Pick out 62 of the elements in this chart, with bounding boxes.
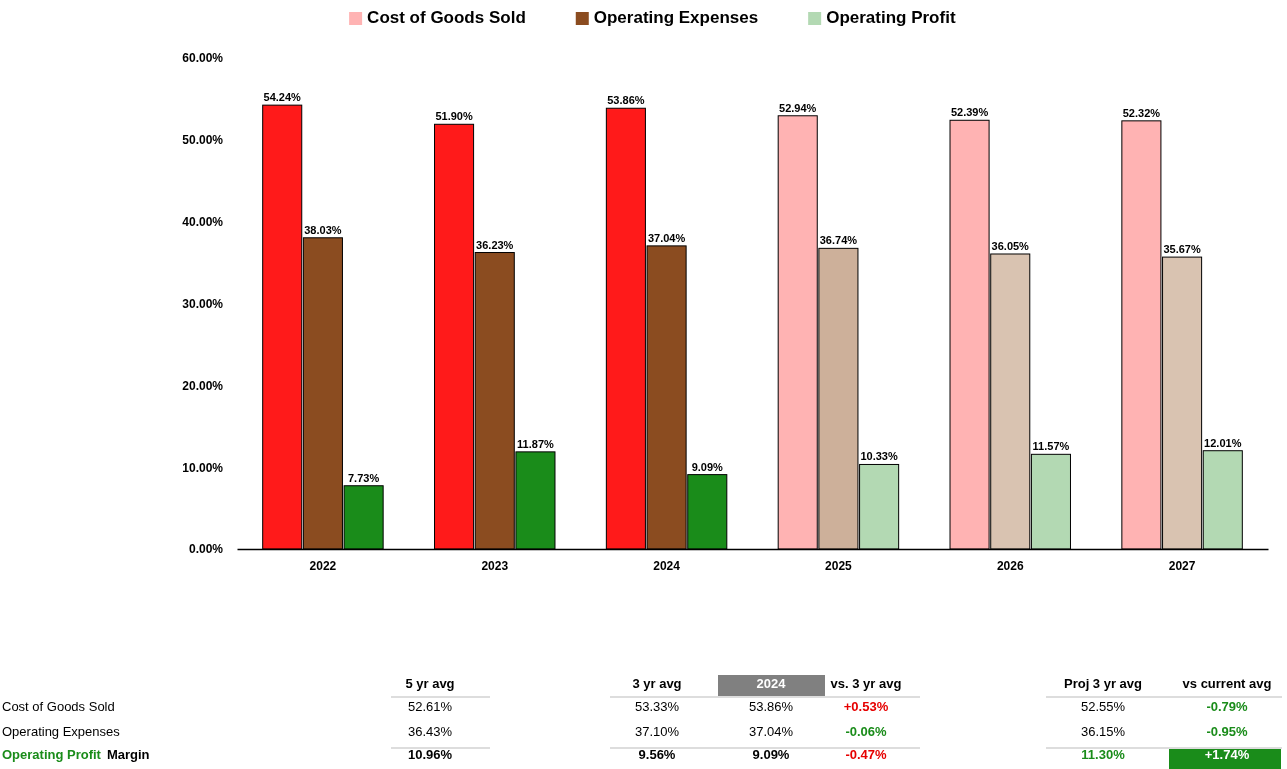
- legend-label: Operating Profit: [826, 8, 956, 27]
- text: 52.32%: [1122, 106, 1161, 119]
- text: 9.56%: [638, 747, 676, 762]
- text: 11.87%: [517, 437, 554, 450]
- text: 51.90%: [435, 110, 473, 123]
- text: 53.86%: [748, 699, 794, 714]
- text: 36.43%: [407, 724, 453, 739]
- text: Operating Expenses: [2, 724, 121, 739]
- text: 37.10%: [634, 724, 680, 739]
- text: Operating Profit: [2, 747, 102, 762]
- text: 36.23%: [476, 238, 514, 251]
- text: vs current avg: [1182, 676, 1272, 691]
- y-tick-label: 50.00%: [182, 133, 224, 148]
- text: 52.39%: [950, 106, 989, 119]
- text: 12.01%: [1204, 436, 1242, 449]
- text: +1.74%: [1204, 747, 1250, 762]
- legend-label: Operating Expenses: [593, 8, 759, 27]
- text: +0.53%: [843, 699, 889, 714]
- x-tick-label: 2022: [309, 558, 337, 573]
- y-tick-label: 0.00%: [188, 542, 224, 557]
- text: 10.96%: [407, 747, 453, 762]
- text: 37.04%: [748, 724, 794, 739]
- y-tick-label: 40.00%: [182, 215, 224, 230]
- text: 9.09%: [691, 460, 723, 473]
- text: 11.30%: [1081, 747, 1126, 762]
- text: -0.06%: [845, 724, 888, 739]
- text: Margin: [106, 747, 150, 762]
- text: 53.33%: [634, 699, 680, 714]
- x-tick-label: 2024: [653, 558, 681, 573]
- text: 38.03%: [304, 223, 342, 236]
- text: 9.09%: [752, 747, 790, 762]
- y-tick-label: 60.00%: [182, 51, 224, 66]
- text: Cost of Goods Sold: [2, 699, 115, 714]
- x-tick-label: 2026: [996, 558, 1024, 573]
- text: 36.15%: [1080, 724, 1126, 739]
- text: 35.67%: [1163, 243, 1201, 256]
- text: 53.86%: [607, 94, 645, 107]
- text: 36.05%: [991, 239, 1029, 252]
- y-tick-label: 10.00%: [182, 460, 224, 475]
- legend-label: Cost of Goods Sold: [367, 8, 526, 27]
- text: -0.95%: [1206, 724, 1249, 739]
- y-tick-label: 30.00%: [182, 296, 224, 311]
- text: 11.57%: [1032, 440, 1070, 453]
- text: 2024: [756, 676, 787, 691]
- text: 37.04%: [647, 231, 686, 244]
- text: 54.24%: [263, 91, 301, 104]
- text: 52.94%: [779, 101, 817, 114]
- text: 5 yr avg: [405, 676, 455, 691]
- x-tick-label: 2023: [481, 558, 509, 573]
- text: Proj 3 yr avg: [1063, 676, 1143, 691]
- text: 36.74%: [819, 234, 858, 247]
- text: vs. 3 yr avg: [830, 676, 902, 691]
- text: -0.79%: [1206, 699, 1249, 714]
- text: 10.33%: [860, 450, 898, 463]
- text: -0.47%: [845, 747, 888, 762]
- y-tick-label: 20.00%: [182, 378, 224, 393]
- text: 7.73%: [348, 471, 380, 484]
- text: 3 yr avg: [632, 676, 682, 691]
- x-tick-label: 2025: [825, 558, 853, 573]
- text: 52.55%: [1080, 699, 1126, 714]
- text: 52.61%: [407, 699, 453, 714]
- x-tick-label: 2027: [1168, 558, 1196, 573]
